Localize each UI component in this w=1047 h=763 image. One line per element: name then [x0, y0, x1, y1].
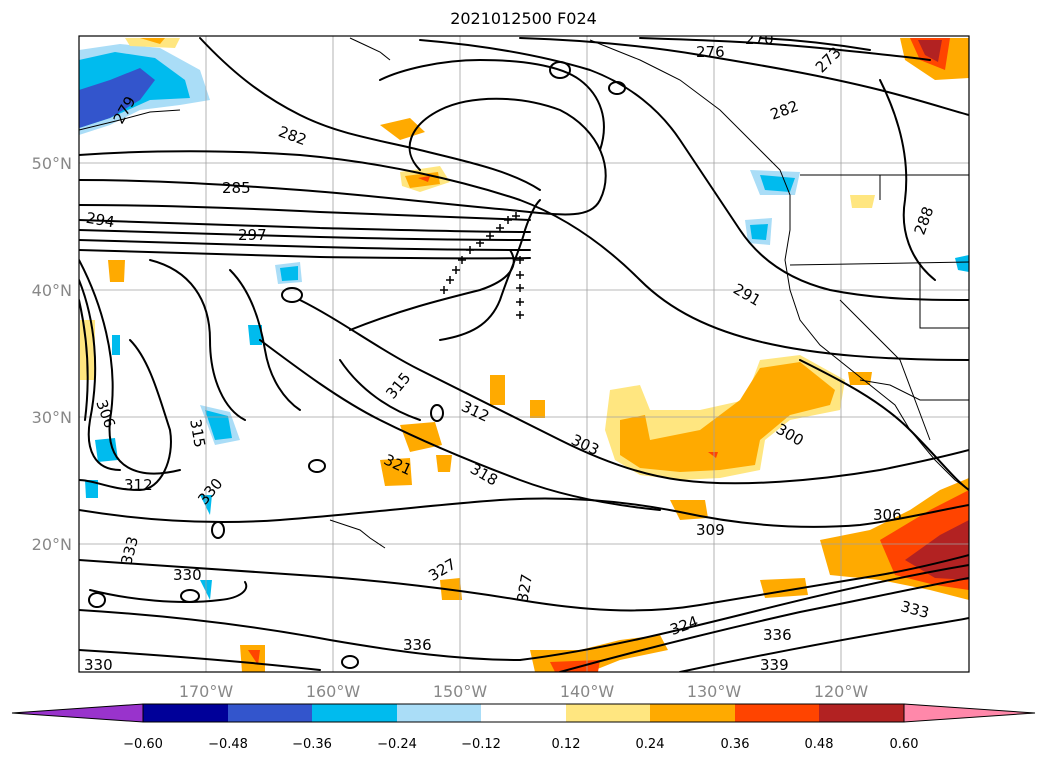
contour-label: 339	[760, 656, 789, 674]
lat-label: 50°N	[32, 154, 72, 173]
contour-label: 270	[745, 30, 774, 48]
height-contours	[79, 37, 969, 672]
lon-label: 160°W	[306, 682, 361, 701]
lon-label: 130°W	[687, 682, 742, 701]
colorbar: −0.60 −0.48 −0.36 −0.24 −0.12 0.12 0.24 …	[11, 703, 1036, 752]
coastlines	[79, 37, 969, 549]
contour-label: 336	[403, 636, 432, 654]
lat-label: 30°N	[32, 408, 72, 427]
colorbar-tick-label: 0.36	[721, 737, 750, 752]
lon-label: 140°W	[560, 682, 615, 701]
contour-label: 327	[513, 572, 536, 603]
contour-label: 285	[222, 179, 251, 197]
colorbar-swatch	[735, 704, 819, 722]
colorbar-swatch	[397, 704, 481, 722]
lat-label: 20°N	[32, 535, 72, 554]
map-plot-area: 279 282 285 294 297 276 273 270 282 288 …	[79, 30, 969, 674]
map-title: 2021012500 F024	[450, 9, 597, 28]
longitude-labels: 170°W 160°W 150°W 140°W 130°W 120°W	[179, 682, 869, 701]
colorbar-tick-label: 0.24	[636, 737, 665, 752]
lon-label: 170°W	[179, 682, 234, 701]
colorbar-swatch	[566, 704, 650, 722]
colorbar-tick-label: −0.12	[461, 737, 501, 752]
colorbar-swatch	[819, 704, 904, 722]
colorbar-tick-label: 0.12	[552, 737, 581, 752]
contour-label: 297	[238, 226, 267, 244]
closed-contours	[88, 61, 626, 669]
contour-label: 306	[873, 506, 902, 524]
colorbar-tick-label: 0.60	[890, 737, 919, 752]
contour-label: 336	[763, 626, 792, 644]
colorbar-tick-label: −0.36	[292, 737, 332, 752]
contour-label: 294	[85, 209, 116, 232]
colorbar-tick-label: −0.48	[208, 737, 248, 752]
contour-label: 312	[124, 476, 153, 494]
colorbar-tick-label: 0.48	[805, 737, 834, 752]
plus-markers	[440, 212, 524, 319]
colorbar-tick-label: −0.60	[123, 737, 163, 752]
colorbar-swatch	[481, 704, 566, 722]
map-frame	[78, 35, 970, 673]
colorbar-swatch	[312, 704, 397, 722]
lon-label: 120°W	[814, 682, 869, 701]
colorbar-swatch	[228, 704, 312, 722]
contour-label: 276	[696, 43, 725, 61]
colorbar-right-extension	[903, 703, 1036, 723]
lon-label: 150°W	[433, 682, 488, 701]
lat-label: 40°N	[32, 281, 72, 300]
colorbar-swatch	[650, 704, 735, 722]
colorbar-swatch	[143, 704, 228, 722]
contour-label: 330	[173, 566, 202, 584]
colorbar-left-extension	[11, 703, 144, 723]
contour-label: 330	[84, 656, 113, 674]
contour-label: 309	[696, 521, 725, 539]
latitude-labels: 50°N 40°N 30°N 20°N	[32, 154, 72, 554]
contour-label: 315	[186, 418, 209, 449]
colorbar-tick-label: −0.24	[377, 737, 417, 752]
